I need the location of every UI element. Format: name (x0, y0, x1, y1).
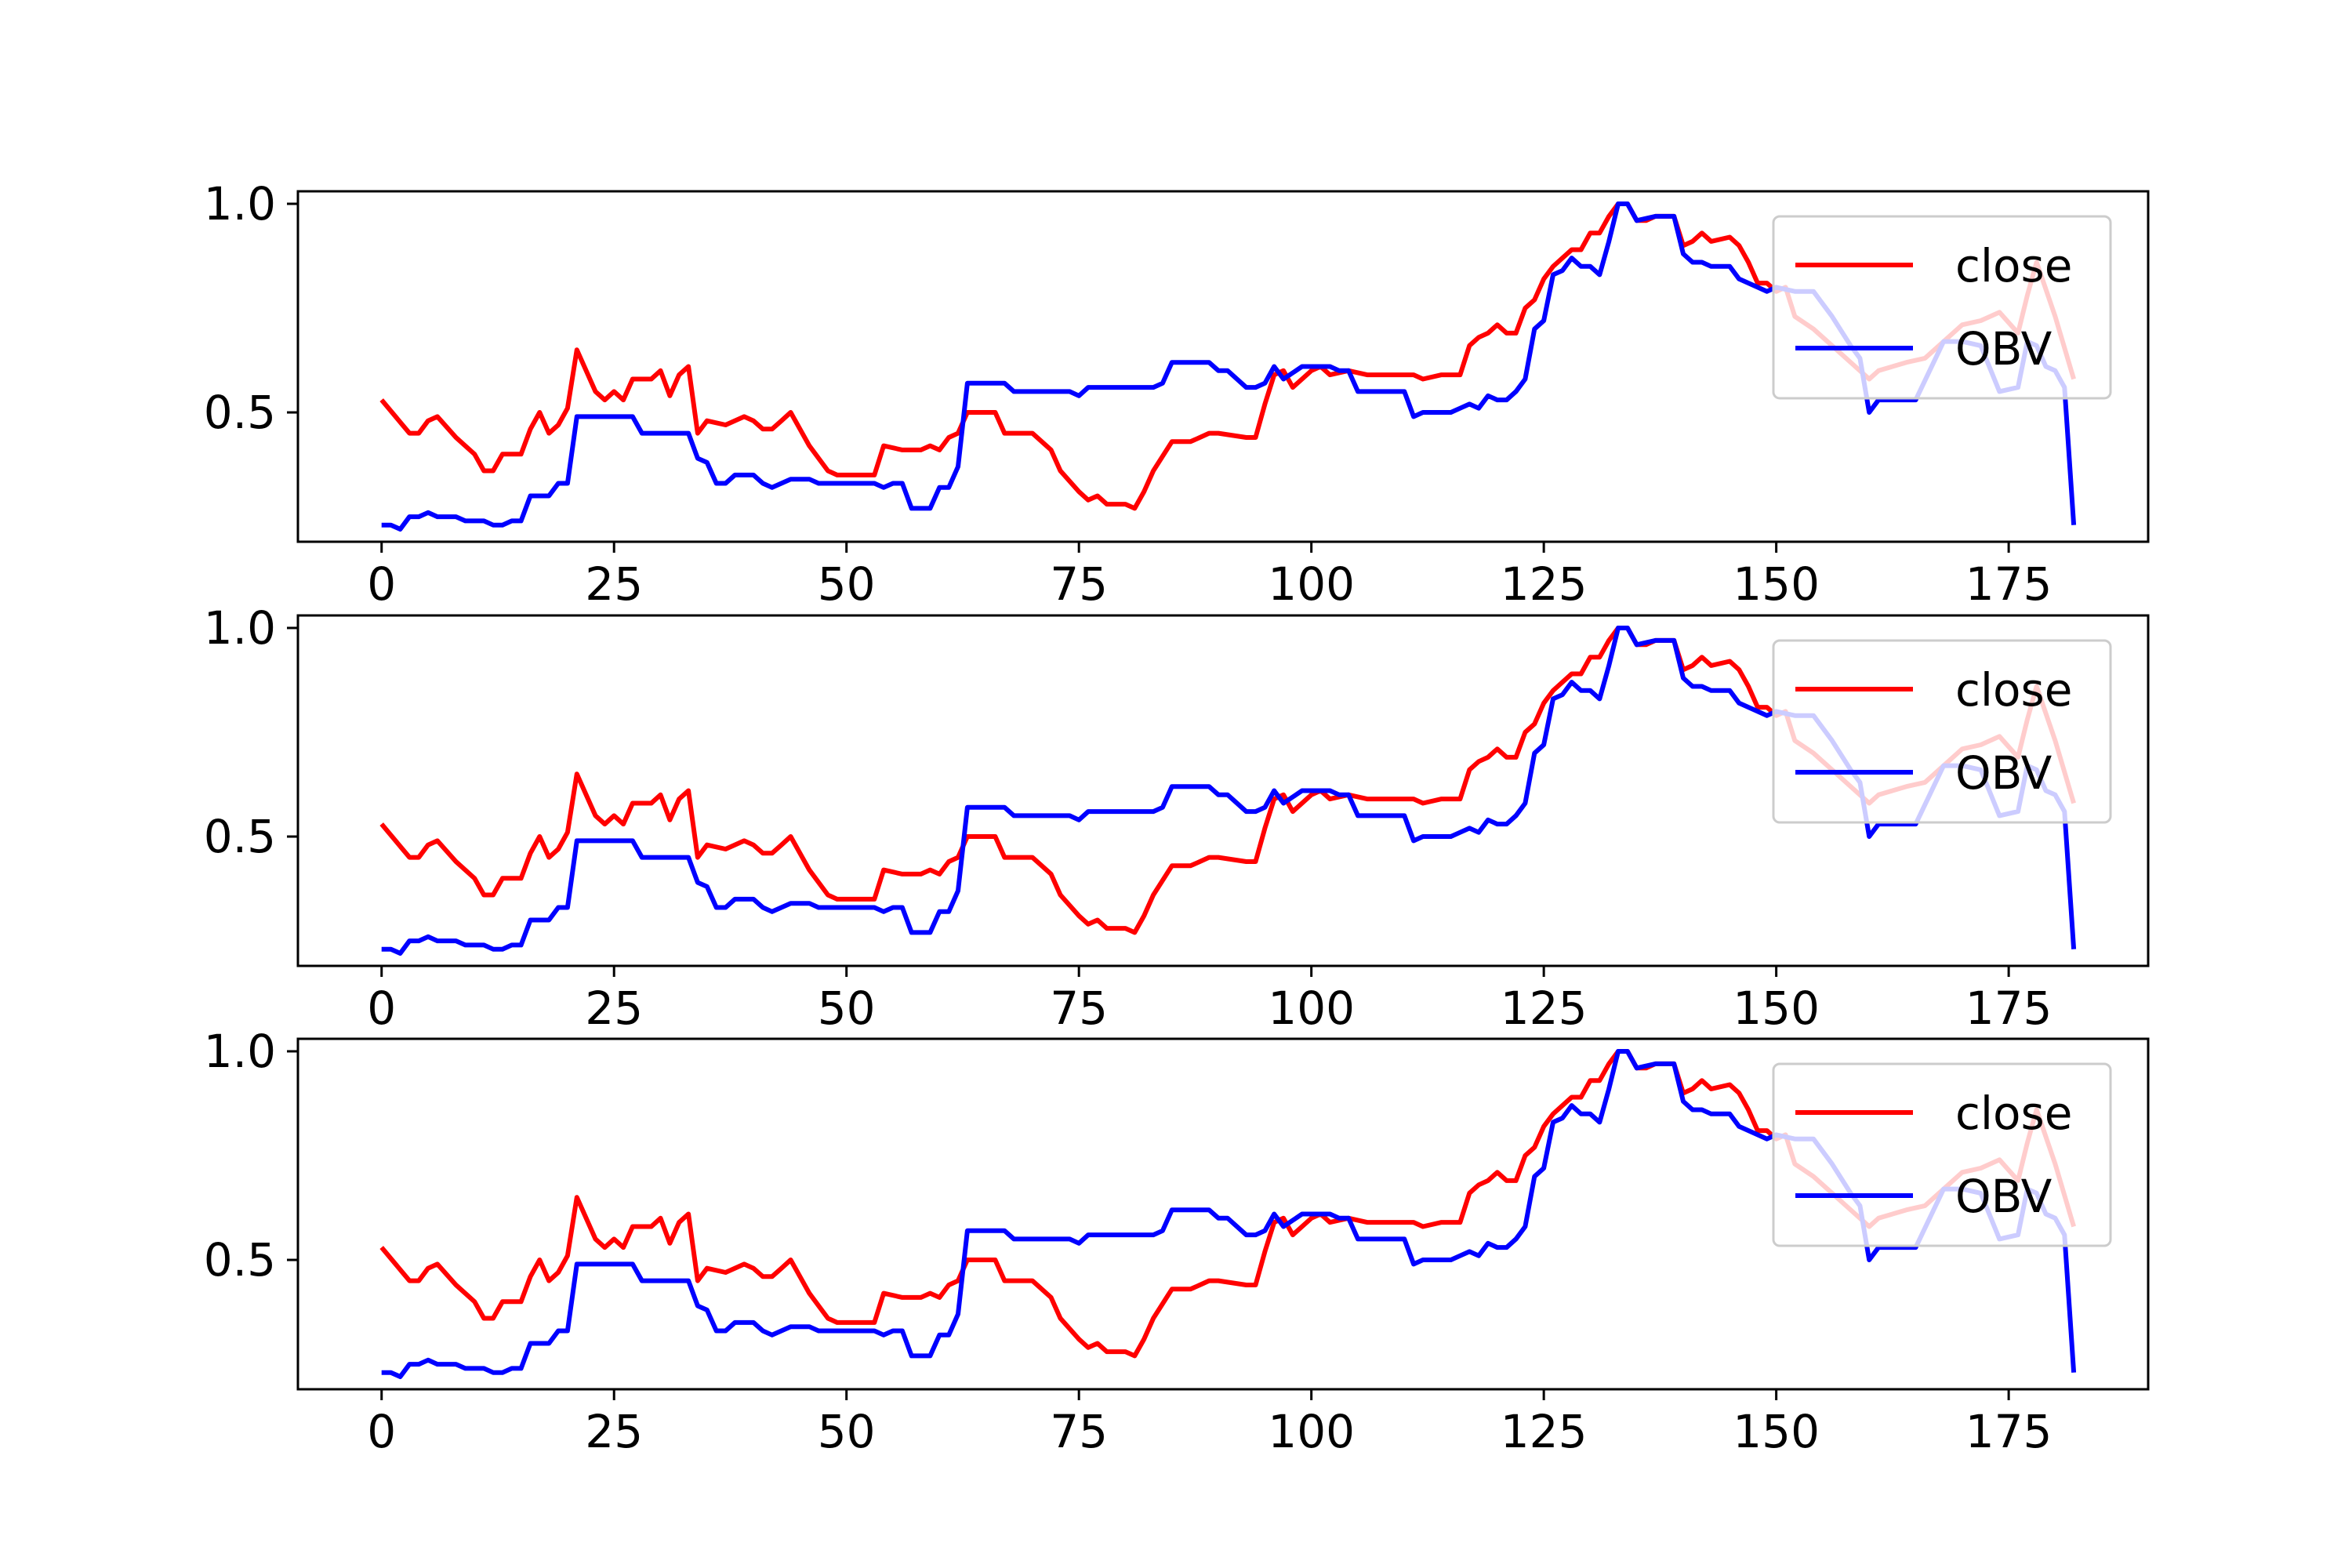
x-tick-label: 175 (1965, 1405, 2053, 1458)
x-tick-label: 150 (1733, 557, 1820, 611)
legend-label-obv: OBV (1955, 1170, 2053, 1223)
legend: close OBV (1772, 639, 2112, 824)
legend: close OBV (1772, 1062, 2112, 1247)
series-line-obv (381, 626, 2077, 956)
legend-box (1772, 639, 2112, 824)
x-tick-label: 125 (1501, 557, 1588, 611)
x-tick-label: 150 (1733, 982, 1820, 1035)
series-line-close (379, 201, 2076, 511)
x-tick-label: 0 (367, 982, 396, 1035)
x-tick-label: 25 (585, 1405, 643, 1458)
subplot-1: 0 25 50 75 100 125 150 175 0.5 1.0 close OBV (204, 177, 2150, 611)
x-tick-label: 125 (1501, 982, 1588, 1035)
x-tick-label: 100 (1268, 557, 1355, 611)
axes-frame (296, 1037, 2150, 1391)
axes-frame (296, 614, 2150, 967)
x-tick-label: 50 (818, 982, 876, 1035)
y-tick-label: 0.5 (204, 1233, 276, 1287)
x-tick-label: 100 (1268, 982, 1355, 1035)
series-line-obv (381, 1049, 2077, 1379)
legend-label-close: close (1955, 1087, 2072, 1140)
x-tick-label: 0 (367, 557, 396, 611)
legend-box (1772, 1062, 2112, 1247)
x-tick-label: 150 (1733, 1405, 1820, 1458)
y-tick-label: 1.0 (204, 1025, 276, 1078)
subplot-3: 0 25 50 75 100 125 150 175 0.5 1.0 close OBV (204, 1025, 2150, 1458)
y-tick-label: 0.5 (204, 386, 276, 439)
legend-label-close: close (1955, 663, 2072, 717)
x-tick-label: 0 (367, 1405, 396, 1458)
y-tick-label: 1.0 (204, 601, 276, 655)
y-tick-label: 0.5 (204, 810, 276, 863)
legend-label-close: close (1955, 239, 2072, 292)
x-tick-label: 75 (1050, 982, 1108, 1035)
x-tick-label: 175 (1965, 982, 2053, 1035)
x-tick-label: 175 (1965, 557, 2053, 611)
legend: close OBV (1772, 215, 2112, 400)
legend-box (1772, 215, 2112, 400)
axes-frame (296, 190, 2150, 543)
x-tick-label: 25 (585, 982, 643, 1035)
x-tick-label: 25 (585, 557, 643, 611)
x-tick-label: 75 (1050, 1405, 1108, 1458)
series-line-close (379, 1049, 2076, 1359)
x-tick-label: 50 (818, 1405, 876, 1458)
series-line-obv (381, 201, 2077, 532)
x-tick-label: 50 (818, 557, 876, 611)
legend-label-obv: OBV (1955, 322, 2053, 376)
x-tick-label: 125 (1501, 1405, 1588, 1458)
subplot-2: 0 25 50 75 100 125 150 175 0.5 1.0 close OBV (204, 601, 2150, 1035)
x-tick-label: 75 (1050, 557, 1108, 611)
legend-label-obv: OBV (1955, 746, 2053, 800)
y-tick-label: 1.0 (204, 177, 276, 230)
series-line-close (379, 626, 2076, 935)
x-tick-label: 100 (1268, 1405, 1355, 1458)
